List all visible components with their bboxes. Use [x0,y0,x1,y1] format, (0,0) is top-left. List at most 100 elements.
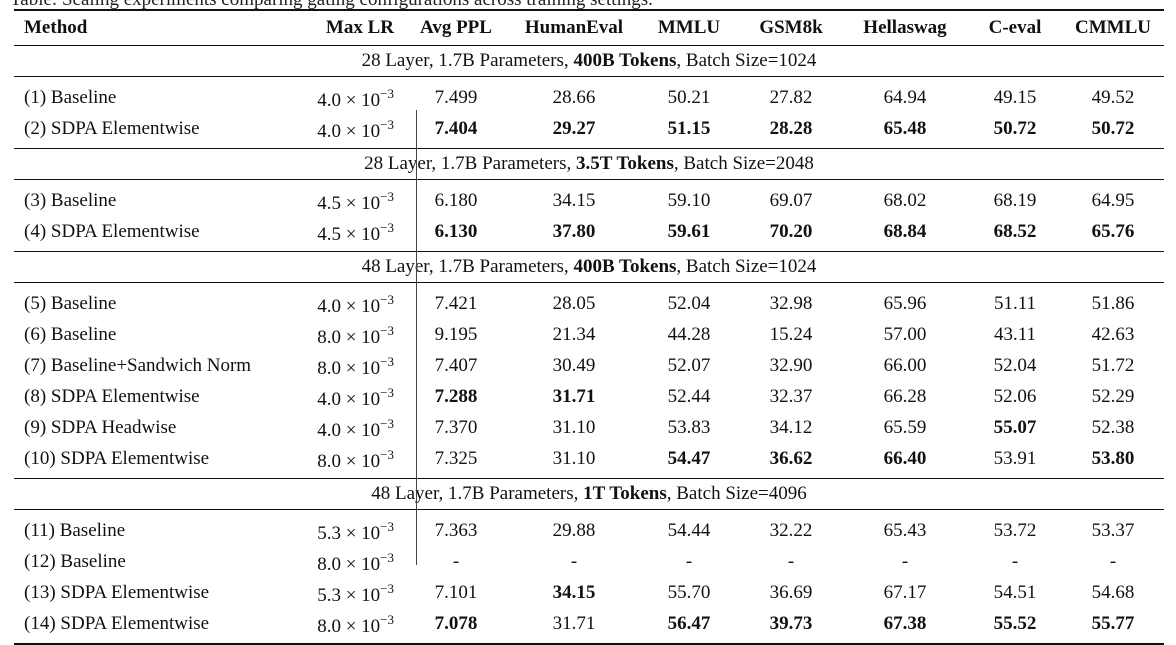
mmlu-cell: 54.44 [667,519,711,541]
c-eval-cell: 43.11 [993,323,1037,345]
max-lr-cell: 4.0 × 10−3 [282,381,402,412]
hellaswag-cell: 65.43 [883,519,927,541]
gsm8k-cell: 32.98 [769,292,813,314]
hellaswag-cell: 66.28 [883,385,927,407]
table-header: Method Max LR Avg PPL HumanEval MMLU GSM… [14,10,1164,46]
gsm8k-cell: 32.22 [769,519,813,541]
header-humaneval: HumanEval [524,17,624,38]
mmlu-cell: 56.47 [667,612,711,634]
mmlu-cell: 52.04 [667,292,711,314]
gsm8k-cell: - [787,550,795,572]
lr-mantissa: 5.3 × 10 [317,585,381,606]
table-row: (14) SDPA Elementwise 8.0 × 10−3 7.078 31.7… [14,608,1164,644]
gsm8k-cell: 27.82 [769,86,813,108]
section-header-row: 48 Layer, 1.7B Parameters, 1T Tokens, Ba… [14,478,1164,510]
hellaswag-cell: 66.00 [883,354,927,376]
c-eval-cell: 52.04 [993,354,1037,376]
cmmlu-cell: 54.68 [1091,581,1135,603]
hellaswag-cell: 67.17 [883,581,927,603]
lr-mantissa: 5.3 × 10 [317,523,381,544]
mmlu-cell: 59.10 [667,189,711,211]
cmmlu-cell: 64.95 [1091,189,1135,211]
cmmlu-cell: 52.38 [1091,416,1135,438]
section-header: 48 Layer, 1.7B Parameters, 1T Tokens, Ba… [14,478,1164,510]
c-eval-cell: 68.52 [993,220,1037,242]
mmlu-cell: 53.83 [667,416,711,438]
avg-ppl-cell: 7.101 [434,581,478,603]
c-eval-cell: 55.07 [993,416,1037,438]
gsm8k-cell: 34.12 [769,416,813,438]
section-config-text: 48 Layer, 1.7B Parameters, [361,256,574,277]
gsm8k-cell: 69.07 [769,189,813,211]
humaneval-cell: 29.27 [552,117,596,139]
lr-mantissa: 8.0 × 10 [317,358,381,379]
table-row: (4) SDPA Elementwise 4.5 × 10−3 6.130 37.80… [14,216,1164,252]
header-hellaswag: Hellaswag [863,17,947,38]
header-avg-ppl: Avg PPL [420,17,492,38]
lr-exponent: −3 [380,189,394,204]
max-lr-cell: 8.0 × 10−3 [282,608,402,644]
cmmlu-cell: 52.29 [1091,385,1135,407]
gsm8k-cell: 39.73 [769,612,813,634]
max-lr-cell: 4.0 × 10−3 [282,77,402,114]
method-cell: (9) SDPA Headwise [24,416,177,438]
max-lr-cell: 4.5 × 10−3 [282,180,402,217]
section-config-text: 48 Layer, 1.7B Parameters, [371,483,584,504]
method-cell: (7) Baseline+Sandwich Norm [24,354,252,376]
method-cell: (1) Baseline [24,86,117,108]
method-cell: (4) SDPA Elementwise [24,220,200,242]
column-divider [416,110,417,565]
lr-exponent: −3 [380,292,394,307]
c-eval-cell: 68.19 [993,189,1037,211]
method-cell: (8) SDPA Elementwise [24,385,200,407]
humaneval-cell: 31.71 [552,385,596,407]
avg-ppl-cell: 6.130 [434,220,478,242]
cmmlu-cell: 50.72 [1091,117,1135,139]
table-row: (2) SDPA Elementwise 4.0 × 10−3 7.404 29.27… [14,113,1164,149]
table-row: (3) Baseline 4.5 × 10−3 6.180 34.15 59.10 69.… [14,180,1164,217]
avg-ppl-cell: 7.404 [434,117,478,139]
humaneval-cell: 34.15 [552,581,596,603]
c-eval-cell: 53.91 [993,447,1037,469]
lr-mantissa: 4.0 × 10 [317,296,381,317]
header-row: Method Max LR Avg PPL HumanEval MMLU GSM… [14,10,1164,46]
method-cell: (12) Baseline [24,550,126,572]
lr-exponent: −3 [380,581,394,596]
table-row: (8) SDPA Elementwise 4.0 × 10−3 7.288 31.71… [14,381,1164,412]
lr-mantissa: 8.0 × 10 [317,616,381,637]
max-lr-cell: 8.0 × 10−3 [282,443,402,479]
max-lr-cell: 8.0 × 10−3 [282,350,402,381]
humaneval-cell: - [570,550,578,572]
max-lr-cell: 5.3 × 10−3 [282,510,402,547]
section-batch-size: , Batch Size=4096 [666,483,807,504]
cmmlu-cell: 42.63 [1091,323,1135,345]
max-lr-cell: 4.0 × 10−3 [282,283,402,320]
lr-exponent: −3 [380,550,394,565]
humaneval-cell: 31.10 [552,416,596,438]
c-eval-cell: 51.11 [993,292,1037,314]
section-header-row: 48 Layer, 1.7B Parameters, 400B Tokens, … [14,251,1164,283]
humaneval-cell: 34.15 [552,189,596,211]
lr-mantissa: 4.5 × 10 [317,224,381,245]
gsm8k-cell: 36.69 [769,581,813,603]
method-cell: (10) SDPA Elementwise [24,447,210,469]
hellaswag-cell: 65.48 [883,117,927,139]
gsm8k-cell: 70.20 [769,220,813,242]
section-batch-size: , Batch Size=1024 [676,256,817,277]
humaneval-cell: 37.80 [552,220,596,242]
lr-exponent: −3 [380,519,394,534]
lr-mantissa: 8.0 × 10 [317,327,381,348]
lr-exponent: −3 [380,416,394,431]
mmlu-cell: 51.15 [667,117,711,139]
humaneval-cell: 29.88 [552,519,596,541]
cmmlu-cell: 55.77 [1091,612,1135,634]
cmmlu-cell: 51.86 [1091,292,1135,314]
method-cell: (6) Baseline [24,323,117,345]
avg-ppl-cell: 7.421 [434,292,478,314]
mmlu-cell: 54.47 [667,447,711,469]
lr-mantissa: 4.0 × 10 [317,389,381,410]
cmmlu-cell: 49.52 [1091,86,1135,108]
lr-exponent: −3 [380,354,394,369]
section-config-text: 28 Layer, 1.7B Parameters, [364,153,576,174]
table-row: (10) SDPA Elementwise 8.0 × 10−3 7.325 31.1… [14,443,1164,479]
